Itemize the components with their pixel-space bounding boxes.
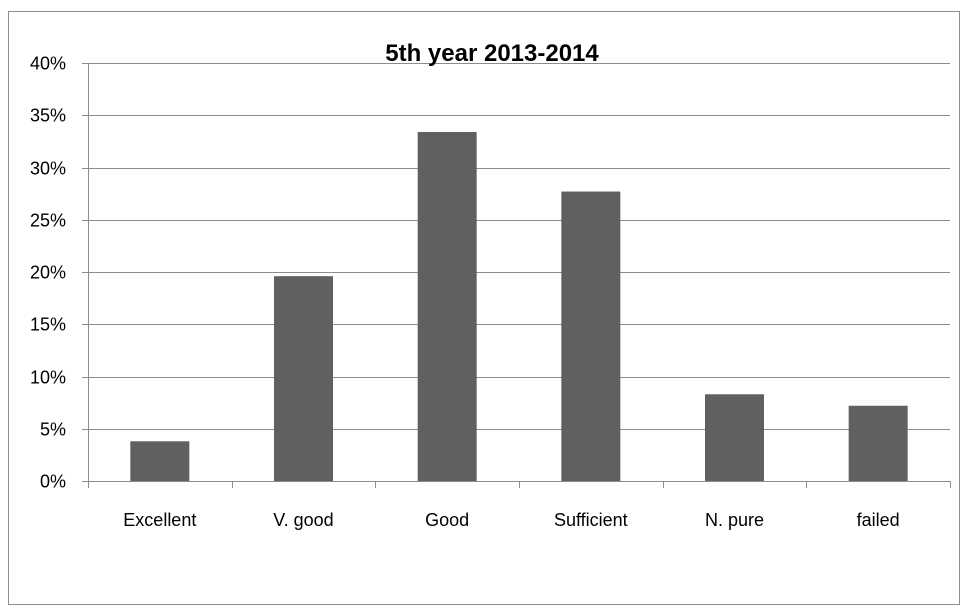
- bar-failed: [848, 405, 908, 481]
- x-tick-label: Sufficient: [554, 510, 628, 530]
- y-tick-label: 40%: [30, 54, 66, 74]
- y-tick-label: 5%: [40, 420, 66, 440]
- chart-title: 5th year 2013-2014: [385, 40, 599, 67]
- gridlines: [88, 63, 950, 430]
- chart-frame: [8, 11, 960, 605]
- bar-v-good: [274, 276, 333, 481]
- bar-sufficient: [561, 191, 621, 481]
- x-tick-label: V. good: [273, 510, 333, 530]
- y-tick-labels: 0% 5% 10% 15% 20% 25% 30% 35% 40%: [30, 54, 66, 492]
- y-tick-label: 25%: [30, 211, 66, 231]
- y-tick-label: 30%: [30, 159, 66, 179]
- y-tick-label: 0%: [40, 472, 66, 492]
- y-tick-label: 15%: [30, 315, 66, 335]
- x-tick-label: Good: [425, 510, 469, 530]
- axes: [82, 63, 951, 488]
- bar-n-pure: [705, 394, 764, 481]
- bar-good: [417, 131, 477, 481]
- x-tick-labels: Excellent V. good Good Sufficient N. pure fai…: [123, 510, 899, 530]
- y-tick-label: 20%: [30, 263, 66, 283]
- bar-excellent: [130, 441, 190, 481]
- bars: [130, 131, 908, 481]
- x-tick-label: Excellent: [123, 510, 196, 530]
- x-tick-label: N. pure: [705, 510, 764, 530]
- y-tick-label: 10%: [30, 368, 66, 388]
- y-tick-label: 35%: [30, 106, 66, 126]
- x-tick-label: failed: [857, 510, 900, 530]
